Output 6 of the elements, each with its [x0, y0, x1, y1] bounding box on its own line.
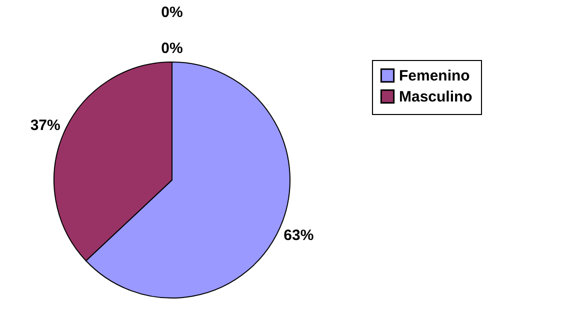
text: 0%: [161, 40, 183, 57]
data-label: 63%: [284, 226, 314, 244]
data-label: 37%: [30, 117, 60, 134]
legend-label: Femenino: [399, 68, 470, 84]
legend-label: Masculino: [399, 88, 472, 106]
text: 0%: [161, 4, 183, 21]
